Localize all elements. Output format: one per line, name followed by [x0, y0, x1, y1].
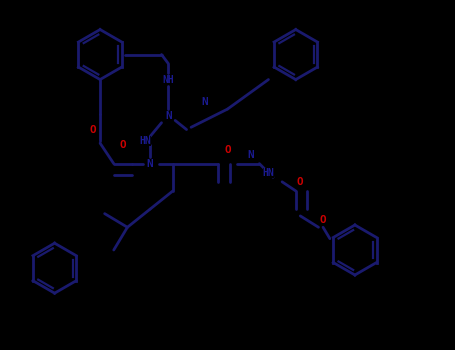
Text: HN: HN: [263, 168, 274, 178]
Text: NH: NH: [162, 75, 174, 85]
Text: N: N: [202, 97, 208, 107]
Text: N: N: [147, 159, 153, 169]
Text: O: O: [224, 145, 231, 155]
Text: O: O: [320, 216, 326, 225]
Text: N: N: [165, 111, 172, 121]
Text: O: O: [90, 125, 96, 134]
Text: O: O: [120, 140, 126, 150]
Text: N: N: [247, 149, 253, 160]
Text: HN: HN: [140, 136, 152, 146]
Text: O: O: [297, 177, 303, 187]
